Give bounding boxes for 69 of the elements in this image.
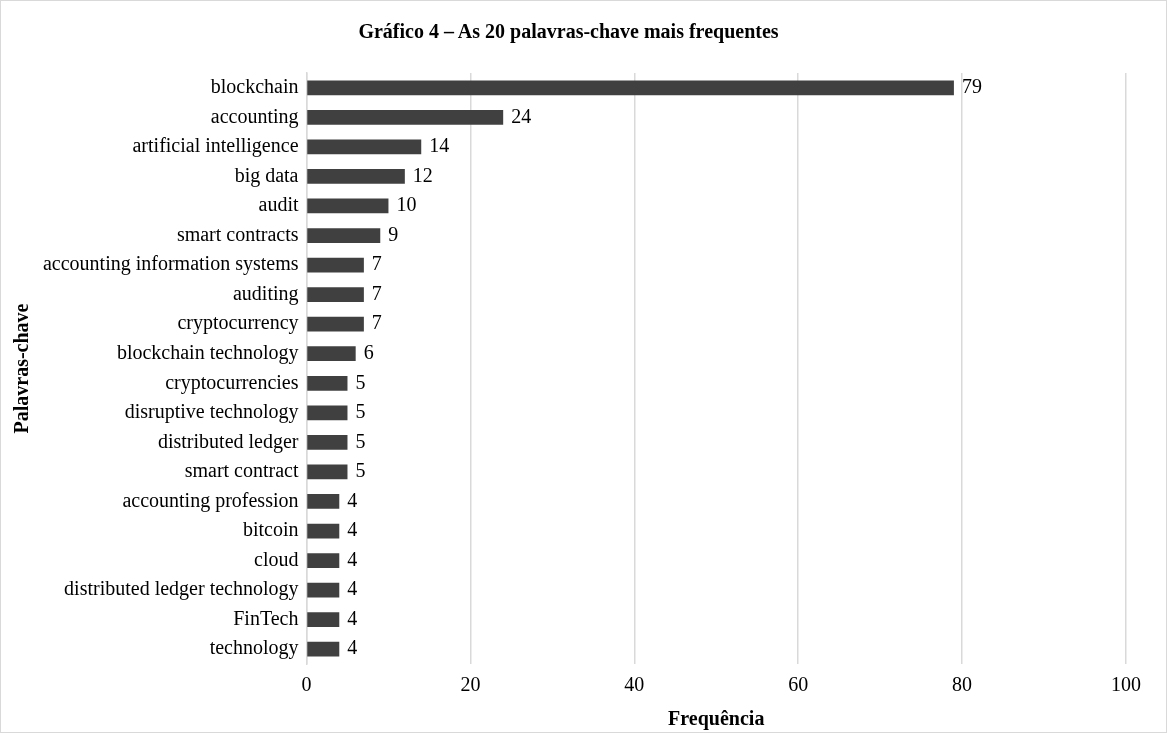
y-tick-label: blockchain [210,75,299,98]
data-label: 5 [355,400,366,423]
data-label: 4 [347,518,358,541]
y-tick-label: disruptive technology [124,400,299,424]
bar [307,257,364,273]
data-label: 7 [371,252,382,275]
y-tick-label: distributed ledger [157,429,299,453]
bar [307,109,504,125]
data-label: 4 [347,577,358,600]
bar [307,316,364,332]
data-label: 79 [961,75,982,98]
chart-title: Gráfico 4 – As 20 palavras-chave mais frequentes [358,20,779,44]
bar [307,346,356,362]
data-label: 7 [371,281,382,304]
bar [307,641,340,657]
data-label: 4 [347,606,358,629]
data-label: 24 [511,104,532,127]
y-tick-label: smart contracts [176,222,299,245]
y-tick-label: technology [209,636,299,660]
x-tick-label: 60 [788,673,809,696]
bar [307,582,340,598]
y-tick-label: smart contract [184,459,299,482]
x-tick-label: 40 [624,673,645,696]
bar [307,198,389,214]
data-label: 4 [347,488,358,511]
y-axis-title: Palavras-chave [10,303,33,434]
y-tick-label: accounting information systems [42,252,299,276]
x-axis-title: Frequência [668,707,765,731]
bar [307,612,340,628]
y-tick-label: bitcoin [242,518,299,541]
data-label: 4 [347,547,358,570]
bar [307,553,340,568]
data-label: 6 [363,340,374,363]
y-tick-label: cloud [254,547,299,570]
bar [307,228,381,243]
bar [307,375,348,391]
bar [307,287,364,303]
y-tick-label: blockchain technology [116,340,299,364]
y-tick-label: FinTech [233,606,299,629]
y-tick-label: accounting [210,104,299,128]
data-label: 4 [347,636,358,659]
bar [307,80,954,96]
bar [307,139,422,155]
data-label: 10 [396,193,417,216]
data-label: 5 [355,370,366,393]
bar [307,523,340,539]
bar [307,494,340,509]
y-tick-label: auditing [232,281,299,305]
x-tick-label: 80 [952,673,973,696]
y-tick-label: artificial intelligence [132,134,299,158]
y-tick-label: distributed ledger technology [64,577,299,601]
x-tick-label: 20 [460,673,481,696]
data-label: 9 [388,222,399,245]
bar [307,405,348,421]
bar [307,169,405,184]
x-tick-label: 0 [301,673,312,696]
y-tick-label: audit [258,193,299,216]
bar [307,434,348,450]
data-label: 5 [355,429,366,452]
y-tick-label: accounting profession [122,488,299,512]
bar [307,464,348,480]
y-tick-label: cryptocurrency [177,311,299,335]
data-label: 12 [412,163,433,186]
data-label: 14 [429,134,450,157]
y-tick-label: big data [234,163,299,187]
y-tick-label: cryptocurrencies [165,370,299,394]
data-label: 7 [371,311,382,334]
data-label: 5 [355,459,366,482]
x-tick-label: 100 [1111,673,1141,696]
